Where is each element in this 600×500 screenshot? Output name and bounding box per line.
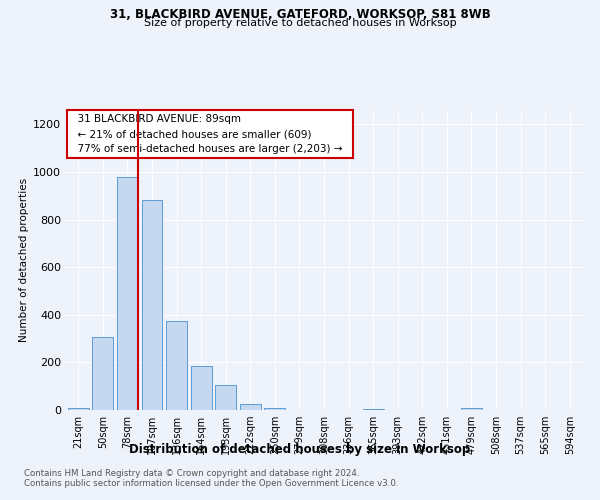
Text: 31, BLACKBIRD AVENUE, GATEFORD, WORKSOP, S81 8WB: 31, BLACKBIRD AVENUE, GATEFORD, WORKSOP,… xyxy=(110,8,490,20)
Bar xyxy=(142,200,163,410)
Text: Size of property relative to detached houses in Worksop: Size of property relative to detached ho… xyxy=(143,18,457,28)
Bar xyxy=(166,320,187,410)
Bar xyxy=(461,408,482,410)
Bar xyxy=(362,409,383,410)
Text: 31 BLACKBIRD AVENUE: 89sqm  
  ← 21% of detached houses are smaller (609)  
  77: 31 BLACKBIRD AVENUE: 89sqm ← 21% of deta… xyxy=(71,114,349,154)
Text: Contains HM Land Registry data © Crown copyright and database right 2024.: Contains HM Land Registry data © Crown c… xyxy=(24,468,359,477)
Text: Distribution of detached houses by size in Worksop: Distribution of detached houses by size … xyxy=(130,442,470,456)
Bar xyxy=(68,408,89,410)
Text: Contains public sector information licensed under the Open Government Licence v3: Contains public sector information licen… xyxy=(24,478,398,488)
Bar xyxy=(240,404,261,410)
Bar xyxy=(191,366,212,410)
Bar xyxy=(265,408,286,410)
Bar xyxy=(117,176,138,410)
Y-axis label: Number of detached properties: Number of detached properties xyxy=(19,178,29,342)
Bar xyxy=(215,385,236,410)
Bar xyxy=(92,338,113,410)
